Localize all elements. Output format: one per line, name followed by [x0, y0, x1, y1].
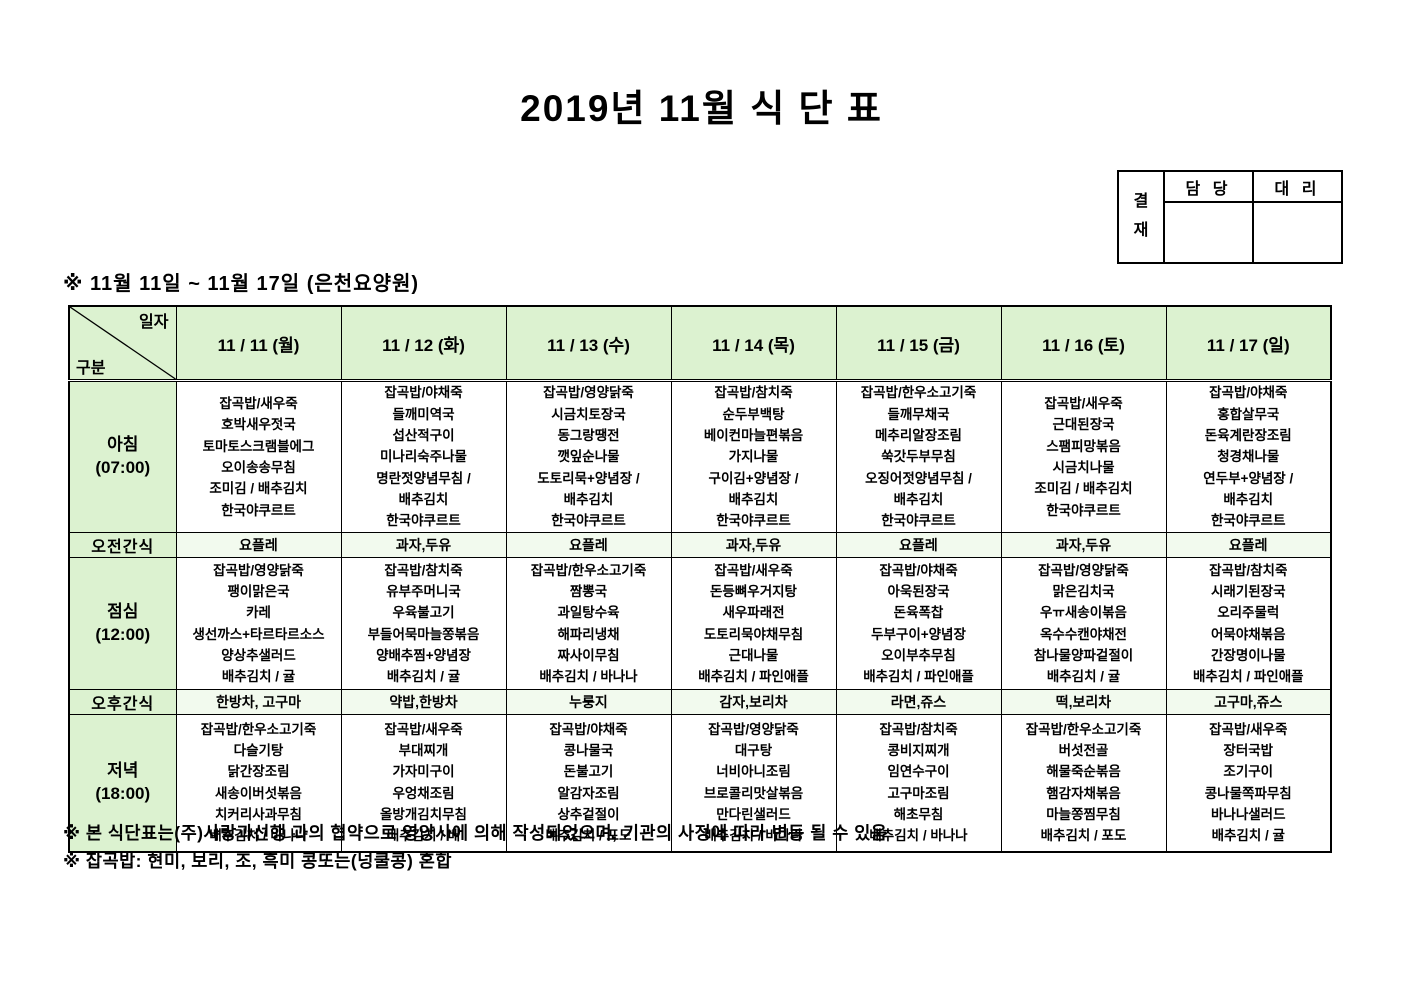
snack-cell-pm-sun: 고구마,쥬스 — [1165, 689, 1332, 715]
menu-cell-breakfast-mon: 잡곡밥/새우죽 호박새우젓국 토마토스크램블에그 오이송송무침 조미김 / 배추… — [175, 380, 342, 533]
row-label-pm-snack: 오후간식 — [68, 689, 177, 715]
menu-cell-lunch-mon: 잡곡밥/영양닭죽 팽이맑은국 카레 생선까스+타르타르소스 양상추샐러드 배추김… — [175, 557, 342, 690]
footnote-1: ※ 본 식단표는(주)사랑과선행 과의 협약으로 영양사에 의해 작성되었으며,… — [63, 823, 888, 843]
menu-cell-dinner-mon: 잡곡밥/한우소고기죽 다슬기탕 닭간장조림 새송이버섯볶음 치커리사과무침 배추… — [175, 714, 342, 852]
date-header-tue: 11 / 12 (화) — [340, 305, 507, 382]
snack-cell-pm-tue: 약밥,한방차 — [340, 689, 507, 715]
menu-cell-dinner-sun: 잡곡밥/새우죽 장터국밥 조기구이 콩나물쪽파무침 바나나샐러드 배추김치 / … — [1165, 714, 1332, 852]
row-label-dinner: 저녁 (18:00) — [68, 714, 177, 852]
snack-cell-pm-thu: 감자,보리차 — [670, 689, 837, 715]
menu-cell-breakfast-thu: 잡곡밥/참치죽 순두부백탕 베이컨마늘편볶음 가지나물 구이김+양념장 / 배추… — [670, 380, 837, 533]
footnotes: ※ 본 식단표는(주)사랑과선행 과의 협약으로 영양사에 의해 작성되었으며,… — [63, 820, 887, 876]
date-header-sun: 11 / 17 (일) — [1165, 305, 1332, 382]
date-header-sat: 11 / 16 (토) — [1000, 305, 1167, 382]
menu-cell-dinner-tue: 잡곡밥/새우죽 부대찌개 가자미구이 우엉채조림 올방개김치무침 배추김치 / … — [340, 714, 507, 852]
snack-cell-am-tue: 과자,두유 — [340, 532, 507, 558]
menu-cell-breakfast-wed: 잡곡밥/영양닭죽 시금치토장국 동그랑땡전 깻잎순나물 도토리묵+양념장 / 배… — [505, 380, 672, 533]
approval-sign-deputy — [1252, 201, 1343, 264]
snack-cell-am-fri: 요플레 — [835, 532, 1002, 558]
approval-col-manager: 담 당 — [1163, 170, 1254, 203]
menu-cell-lunch-fri: 잡곡밥/야채죽 아욱된장국 돈육폭찹 두부구이+양념장 오이부추무침 배추김치 … — [835, 557, 1002, 690]
menu-cell-breakfast-tue: 잡곡밥/야채죽 들깨미역국 섭산적구이 미나리숙주나물 명란젓양념무침 / 배추… — [340, 380, 507, 533]
week-range-subtitle: ※ 11월 11일 ~ 11월 17일 (은천요양원) — [63, 273, 420, 295]
date-header-fri: 11 / 15 (금) — [835, 305, 1002, 382]
menu-cell-dinner-fri: 잡곡밥/참치죽 콩비지찌개 임연수구이 고구마조림 해초무침 배추김치 / 바나… — [835, 714, 1002, 852]
corner-label-date: 일자 — [139, 314, 169, 331]
snack-cell-am-thu: 과자,두유 — [670, 532, 837, 558]
row-label-breakfast: 아침 (07:00) — [68, 380, 177, 533]
snack-cell-pm-wed: 누룽지 — [505, 689, 672, 715]
corner-diagonal-line — [70, 307, 176, 379]
menu-cell-lunch-wed: 잡곡밥/한우소고기죽 짬뽕국 과일탕수육 해파리냉채 짜사이무침 배추김치 / … — [505, 557, 672, 690]
menu-cell-lunch-sat: 잡곡밥/영양닭죽 맑은김치국 우ㅠ새송이볶음 옥수수캔야채전 참나물양파겉절이 … — [1000, 557, 1167, 690]
snack-cell-am-wed: 요플레 — [505, 532, 672, 558]
snack-cell-pm-mon: 한방차, 고구마 — [175, 689, 342, 715]
row-label-lunch: 점심 (12:00) — [68, 557, 177, 690]
approval-stamp-label: 결 재 — [1117, 170, 1165, 264]
date-header-wed: 11 / 13 (수) — [505, 305, 672, 382]
snack-cell-am-sat: 과자,두유 — [1000, 532, 1167, 558]
menu-table: 일자 구분 11 / 11 (월) 11 / 12 (화) 11 / 13 (수… — [68, 305, 1332, 853]
menu-cell-breakfast-sun: 잡곡밥/야채죽 홍합살무국 돈육계란장조림 청경채나물 연두부+양념장 / 배추… — [1165, 380, 1332, 533]
snack-cell-am-sun: 요플레 — [1165, 532, 1332, 558]
approval-sign-manager — [1163, 201, 1254, 264]
approval-col-deputy: 대 리 — [1252, 170, 1343, 203]
menu-cell-breakfast-fri: 잡곡밥/한우소고기죽 들깨무채국 메추리알장조림 쑥갓두부무침 오징어젓양념무침… — [835, 380, 1002, 533]
corner-label-category: 구분 — [76, 360, 106, 377]
footnote-2: ※ 잡곡밥: 현미, 보리, 조, 흑미 콩또는(넝쿨콩) 혼합 — [63, 851, 452, 871]
menu-cell-dinner-thu: 잡곡밥/영양닭죽 대구탕 너비아니조림 브로콜리맛살볶음 만다린샐러드 배추김치… — [670, 714, 837, 852]
date-header-thu: 11 / 14 (목) — [670, 305, 837, 382]
menu-cell-dinner-sat: 잡곡밥/한우소고기죽 버섯전골 해물죽순볶음 햄감자채볶음 마늘쫑찜무침 배추김… — [1000, 714, 1167, 852]
menu-cell-lunch-thu: 잡곡밥/새우죽 돈등뼈우거지탕 새우파래전 도토리묵야채무침 근대나물 배추김치… — [670, 557, 837, 690]
snack-cell-am-mon: 요플레 — [175, 532, 342, 558]
row-label-am-snack: 오전간식 — [68, 532, 177, 558]
snack-cell-pm-fri: 라면,쥬스 — [835, 689, 1002, 715]
page-title: 2019년 11월 식 단 표 — [520, 88, 883, 129]
date-header-mon: 11 / 11 (월) — [175, 305, 342, 382]
menu-cell-lunch-tue: 잡곡밥/참치죽 유부주머니국 우육불고기 부들어묵마늘쫑볶음 양배추찜+양념장 … — [340, 557, 507, 690]
menu-cell-breakfast-sat: 잡곡밥/새우죽 근대된장국 스팸피망볶음 시금치나물 조미김 / 배추김치 한국… — [1000, 380, 1167, 533]
corner-cell: 일자 구분 — [68, 305, 177, 382]
snack-cell-pm-sat: 떡,보리차 — [1000, 689, 1167, 715]
approval-box: 결 재 담 당 대 리 — [1117, 170, 1343, 264]
menu-cell-lunch-sun: 잡곡밥/참치죽 시래기된장국 오리주물럭 어묵야채볶음 간장명이나물 배추김치 … — [1165, 557, 1332, 690]
